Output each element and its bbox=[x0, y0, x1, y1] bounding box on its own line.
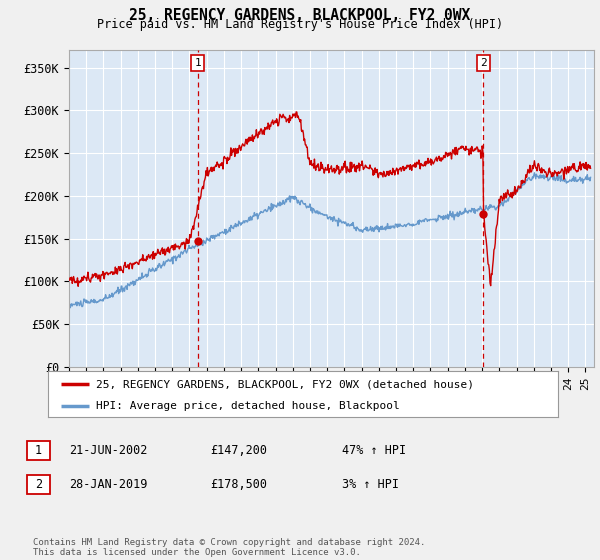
Text: HPI: Average price, detached house, Blackpool: HPI: Average price, detached house, Blac… bbox=[97, 401, 400, 410]
Text: Price paid vs. HM Land Registry's House Price Index (HPI): Price paid vs. HM Land Registry's House … bbox=[97, 18, 503, 31]
Text: 2: 2 bbox=[35, 478, 42, 491]
Text: 25, REGENCY GARDENS, BLACKPOOL, FY2 0WX (detached house): 25, REGENCY GARDENS, BLACKPOOL, FY2 0WX … bbox=[97, 379, 475, 389]
Text: £147,200: £147,200 bbox=[210, 444, 267, 458]
Text: 1: 1 bbox=[194, 58, 201, 68]
Text: 21-JUN-2002: 21-JUN-2002 bbox=[69, 444, 148, 458]
Text: 25, REGENCY GARDENS, BLACKPOOL, FY2 0WX: 25, REGENCY GARDENS, BLACKPOOL, FY2 0WX bbox=[130, 8, 470, 24]
Text: 28-JAN-2019: 28-JAN-2019 bbox=[69, 478, 148, 491]
Text: 1: 1 bbox=[35, 444, 42, 458]
Text: Contains HM Land Registry data © Crown copyright and database right 2024.
This d: Contains HM Land Registry data © Crown c… bbox=[33, 538, 425, 557]
Text: 2: 2 bbox=[480, 58, 487, 68]
Text: £178,500: £178,500 bbox=[210, 478, 267, 491]
Text: 3% ↑ HPI: 3% ↑ HPI bbox=[342, 478, 399, 491]
Text: 47% ↑ HPI: 47% ↑ HPI bbox=[342, 444, 406, 458]
